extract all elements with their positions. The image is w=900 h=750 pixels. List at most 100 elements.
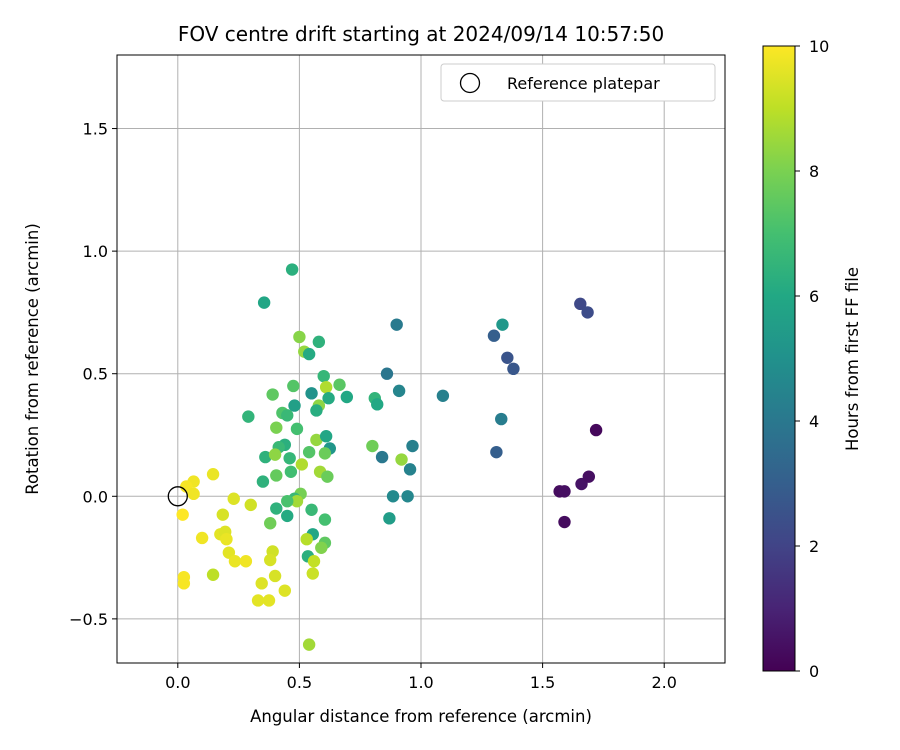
data-point bbox=[302, 445, 316, 459]
data-point bbox=[371, 398, 384, 411]
data-point bbox=[283, 452, 296, 465]
x-tick-label: 1.5 bbox=[530, 673, 555, 692]
y-tick-label: −0.5 bbox=[69, 610, 108, 629]
y-axis-ticks: −0.5 0.0 0.5 1.0 1.5 bbox=[69, 120, 117, 629]
y-tick-label: 1.5 bbox=[83, 120, 108, 139]
data-point bbox=[257, 296, 271, 309]
data-point bbox=[206, 568, 220, 581]
grid bbox=[117, 55, 725, 663]
data-point bbox=[318, 447, 332, 460]
data-point bbox=[340, 390, 354, 404]
data-point bbox=[285, 263, 299, 276]
data-point bbox=[589, 423, 603, 437]
data-point bbox=[278, 584, 292, 597]
data-point bbox=[228, 555, 242, 568]
data-point bbox=[262, 594, 276, 607]
colorbar-tick-label: 2 bbox=[809, 537, 819, 556]
data-point bbox=[507, 362, 520, 376]
data-point bbox=[305, 387, 318, 400]
data-point bbox=[268, 448, 282, 461]
data-point bbox=[318, 513, 332, 526]
data-point bbox=[266, 388, 279, 401]
data-point bbox=[270, 469, 283, 482]
data-point bbox=[251, 594, 265, 607]
colorbar-gradient bbox=[763, 46, 795, 671]
data-point bbox=[375, 450, 389, 464]
data-point bbox=[187, 487, 200, 501]
data-point bbox=[307, 555, 321, 568]
data-point bbox=[270, 502, 283, 515]
data-point bbox=[501, 351, 514, 364]
colorbar-label: Hours from first FF file bbox=[843, 267, 862, 451]
data-point bbox=[436, 389, 450, 402]
colorbar-tick-label: 10 bbox=[809, 37, 829, 56]
data-point bbox=[288, 399, 301, 412]
data-point bbox=[239, 555, 253, 568]
data-point bbox=[300, 532, 313, 546]
data-point bbox=[321, 470, 334, 483]
data-point bbox=[312, 335, 326, 349]
data-point bbox=[216, 508, 229, 521]
data-point bbox=[558, 485, 571, 498]
data-point bbox=[177, 577, 191, 590]
data-point bbox=[176, 508, 189, 521]
data-point bbox=[490, 445, 503, 459]
data-point bbox=[322, 392, 335, 405]
data-point bbox=[290, 422, 304, 436]
legend-label: Reference platepar bbox=[507, 74, 660, 93]
y-tick-label: 0.0 bbox=[83, 487, 108, 506]
data-point bbox=[403, 463, 417, 476]
data-point bbox=[284, 465, 298, 478]
data-point bbox=[264, 517, 277, 530]
data-point bbox=[281, 494, 294, 508]
data-point bbox=[281, 409, 294, 422]
data-point bbox=[268, 569, 282, 583]
data-point bbox=[366, 439, 379, 453]
data-point bbox=[310, 404, 323, 417]
y-tick-label: 1.0 bbox=[83, 242, 108, 261]
data-point bbox=[495, 412, 508, 426]
data-point bbox=[317, 369, 330, 383]
data-point bbox=[333, 378, 346, 391]
data-point bbox=[206, 468, 220, 481]
data-point bbox=[496, 318, 509, 331]
data-point bbox=[306, 567, 319, 580]
colorbar-tick-label: 0 bbox=[809, 662, 819, 681]
data-point bbox=[305, 503, 318, 516]
reference-platepar-marker bbox=[167, 486, 188, 507]
data-point bbox=[244, 498, 257, 512]
data-point bbox=[287, 379, 300, 393]
reference-marker bbox=[167, 486, 188, 507]
data-points bbox=[176, 263, 603, 651]
data-point bbox=[220, 532, 233, 546]
data-point bbox=[487, 329, 501, 342]
data-point bbox=[315, 541, 328, 554]
x-tick-label: 0.5 bbox=[287, 673, 312, 692]
data-point bbox=[558, 515, 571, 529]
x-tick-label: 2.0 bbox=[651, 673, 676, 692]
data-point bbox=[319, 380, 333, 394]
data-point bbox=[380, 367, 394, 380]
data-point bbox=[227, 492, 240, 505]
data-point bbox=[281, 509, 294, 523]
data-point bbox=[259, 450, 272, 464]
colorbar-tick-label: 4 bbox=[809, 412, 819, 431]
data-point bbox=[242, 410, 255, 423]
data-point bbox=[270, 421, 283, 434]
y-axis-label: Rotation from reference (arcmin) bbox=[23, 223, 42, 495]
data-point bbox=[195, 531, 209, 545]
legend-box bbox=[440, 63, 716, 102]
data-point bbox=[222, 546, 236, 559]
data-point bbox=[264, 553, 277, 567]
data-point bbox=[293, 330, 306, 344]
colorbar-frame bbox=[762, 45, 796, 672]
data-point bbox=[319, 430, 333, 443]
data-point bbox=[386, 490, 400, 503]
data-point bbox=[401, 490, 414, 503]
data-point bbox=[581, 306, 594, 319]
data-point bbox=[574, 297, 587, 311]
data-point bbox=[302, 347, 316, 361]
data-point bbox=[582, 470, 596, 483]
x-tick-label: 0.0 bbox=[165, 673, 190, 692]
